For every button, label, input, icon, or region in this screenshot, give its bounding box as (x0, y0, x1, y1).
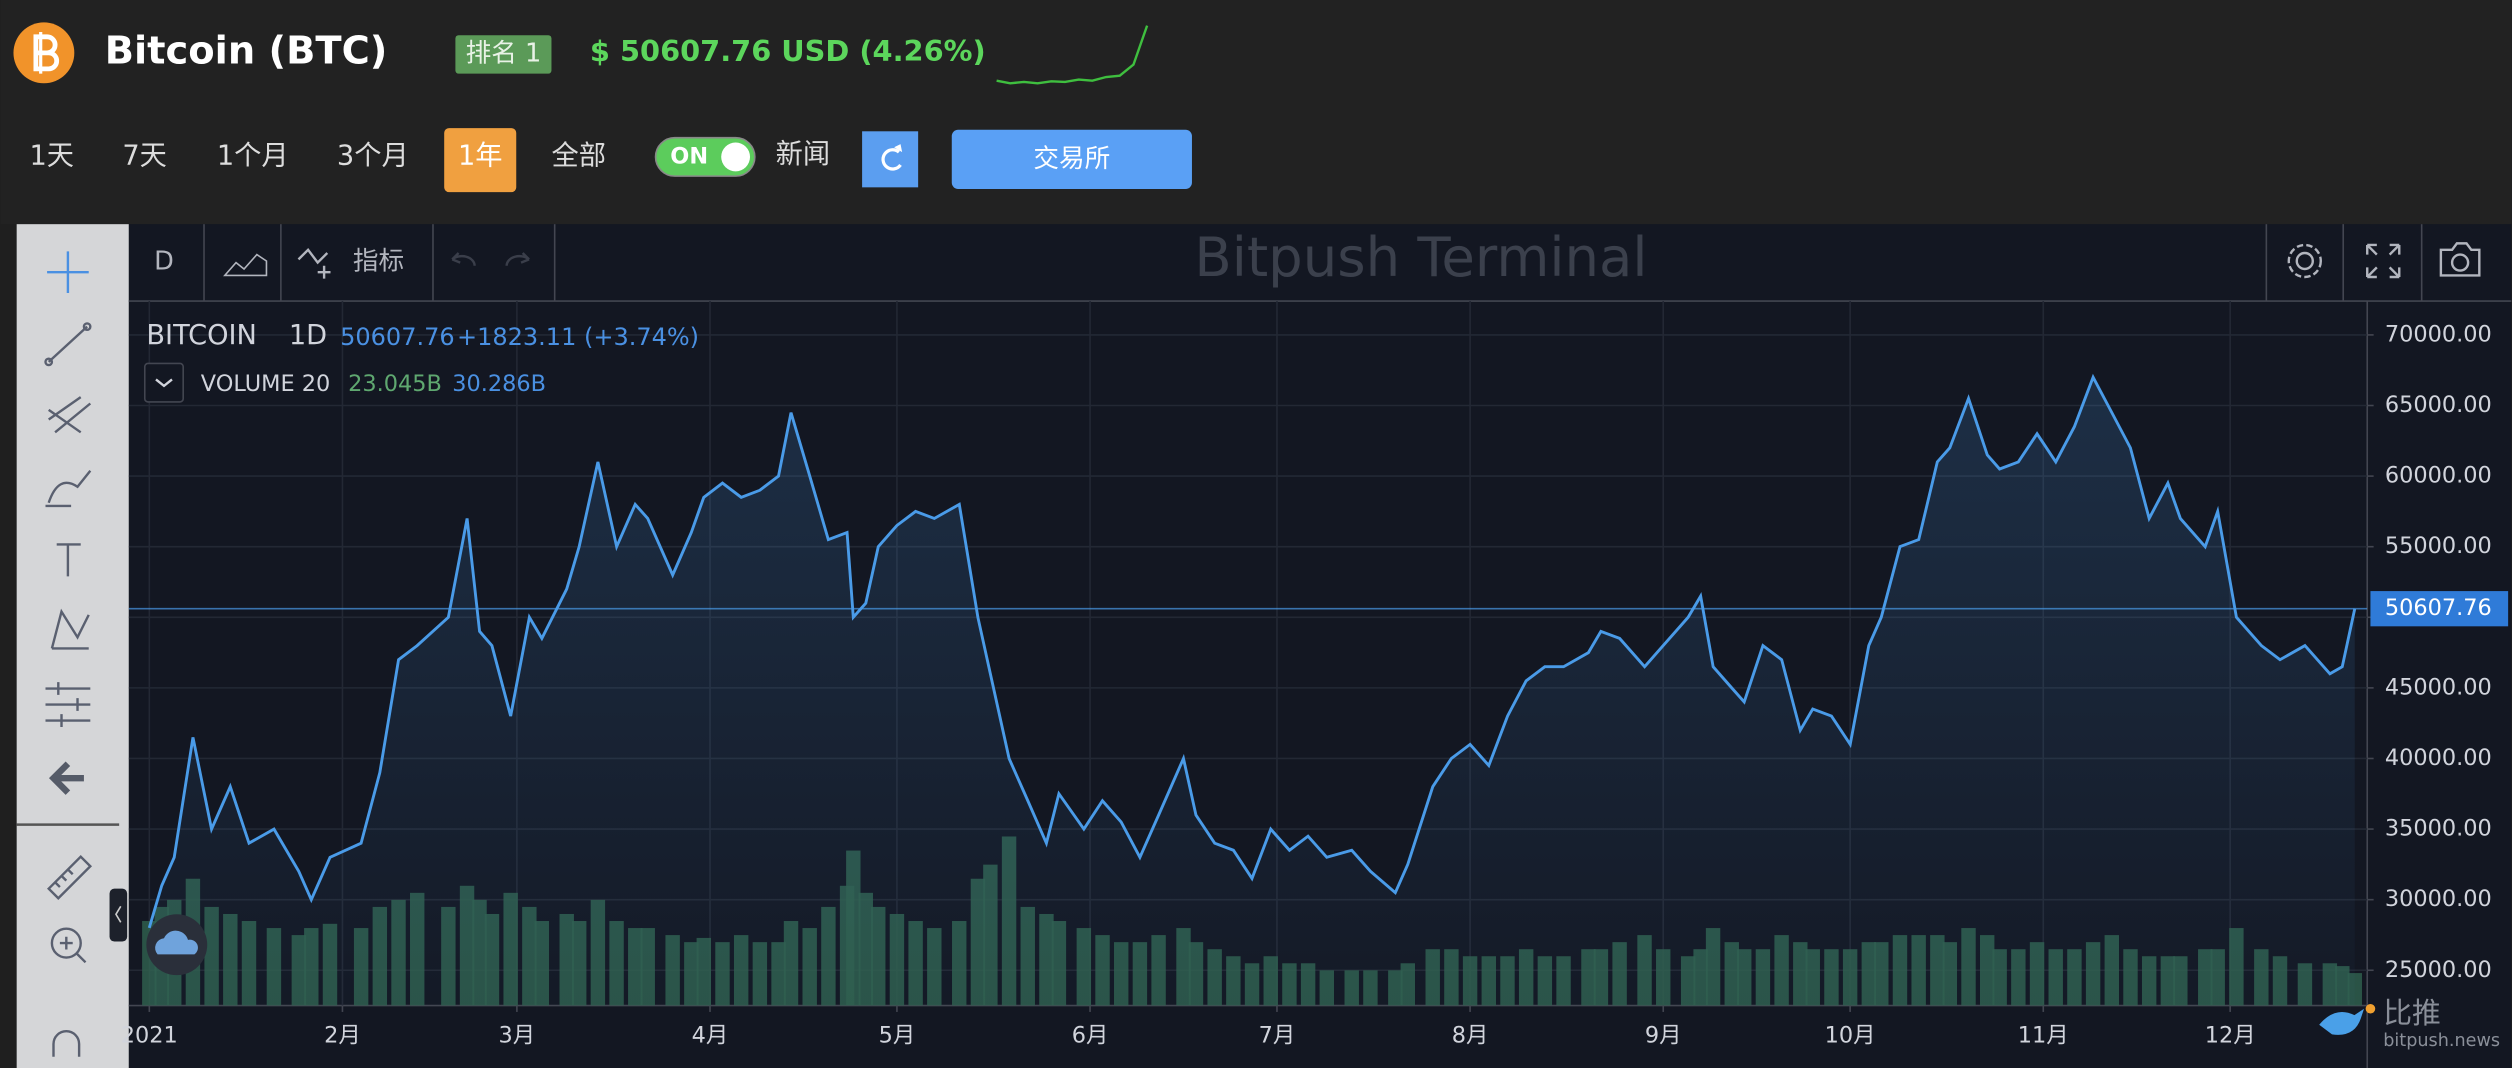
y-tick-label: 55000.00 (2385, 533, 2492, 559)
refresh-icon[interactable] (881, 148, 902, 171)
legend-symbol: BITCOIN (146, 320, 257, 351)
x-tick-label: 4月 (692, 1022, 729, 1048)
x-tick-label: 7月 (1259, 1022, 1296, 1048)
rank-text: 排名 1 (466, 38, 542, 68)
header-bg (0, 0, 2512, 225)
y-tick-label: 25000.00 (2385, 957, 2492, 983)
legend-volume: VOLUME 20 (201, 371, 330, 397)
cloud-icon (155, 930, 198, 955)
price-line (147, 373, 2357, 929)
refresh-button[interactable] (862, 131, 919, 188)
y-tick-label: 60000.00 (2385, 463, 2492, 489)
x-tick-label: 3月 (499, 1022, 536, 1048)
x-tick-label: 5月 (879, 1022, 916, 1048)
sparkline (996, 25, 1149, 85)
undo-redo[interactable] (451, 252, 530, 266)
range-button[interactable]: 7天 (122, 140, 167, 171)
fullscreen-icon[interactable] (2366, 243, 2401, 279)
y-tick-label: 45000.00 (2385, 674, 2492, 700)
toggle-text[interactable]: ON (670, 143, 708, 169)
y-tick-label: 30000.00 (2385, 886, 2492, 912)
bird-icon (2319, 1008, 2365, 1035)
legend-volume-last: 23.045B (348, 371, 442, 397)
legend-chevron (155, 378, 173, 388)
x-tick-label: 12月 (2205, 1022, 2256, 1048)
x-tick-label: 9月 (1645, 1022, 1682, 1048)
news-toggle[interactable]: ON (654, 136, 756, 177)
legend-volume-ma: 30.286B (452, 371, 546, 397)
settings-icon[interactable] (2295, 251, 2314, 271)
predict-tool[interactable] (45, 682, 91, 727)
back-tool[interactable] (48, 761, 84, 795)
camera-icon[interactable] (2439, 242, 2481, 277)
zoom-tool[interactable] (50, 927, 82, 959)
ruler-tool[interactable] (46, 854, 93, 900)
interval-button[interactable]: D (154, 247, 174, 277)
toolbar-right-icons[interactable] (2287, 242, 2481, 279)
left-toolbar (16, 224, 129, 1068)
text-tool[interactable] (56, 543, 81, 577)
refresh-arrow[interactable] (894, 144, 903, 153)
fib-tool[interactable] (48, 396, 92, 434)
range-active-bg[interactable] (444, 128, 517, 193)
x-tick-label: 2021 (121, 1022, 178, 1048)
last-price-badge (2370, 591, 2509, 627)
range-button[interactable]: 1个月 (217, 140, 289, 171)
settings-gear (2287, 243, 2322, 279)
range-button[interactable]: 全部 (551, 140, 605, 171)
camera-lens (2450, 253, 2470, 272)
price-text: $ 50607.76 USD (4.26%) (590, 34, 986, 68)
range-button[interactable]: 3个月 (337, 140, 409, 171)
exchange-text[interactable]: 交易所 (1033, 144, 1110, 174)
watermark: Bitpush Terminal (1194, 225, 1647, 289)
y-tick-label: 35000.00 (2385, 816, 2492, 842)
x-tick-label: 6月 (1072, 1022, 1109, 1048)
rank-badge (455, 35, 552, 74)
tool-dot (44, 357, 54, 367)
x-tick-label: 8月 (1452, 1022, 1489, 1048)
legend-last: 50607.76 (340, 323, 455, 351)
range-button[interactable]: 1天 (29, 140, 74, 171)
toggle-knob[interactable] (721, 142, 751, 172)
crosshair-tool[interactable] (47, 251, 89, 294)
collapse-tab[interactable] (109, 888, 128, 942)
pattern-tool[interactable] (50, 608, 90, 650)
x-tick-label: 10月 (1825, 1022, 1876, 1048)
y-tick-label: 40000.00 (2385, 745, 2492, 771)
legend-collapse[interactable] (143, 362, 184, 403)
legend-interval: 1D (289, 320, 327, 351)
price-area (149, 377, 2355, 1006)
zoom-plus (59, 936, 87, 964)
exchange-button[interactable] (951, 129, 1192, 189)
range-button[interactable]: 1年 (458, 140, 503, 171)
magnet-tool[interactable] (52, 1029, 81, 1057)
indicator-icon[interactable] (297, 247, 331, 279)
footer-url: bitpush.news (2383, 1031, 2500, 1051)
collapse-arrow (115, 905, 122, 923)
news-label: 新闻 (776, 139, 830, 170)
y-tick-label: 65000.00 (2385, 392, 2492, 418)
axes: 25000.00 30000.00 35000.00 40000.00 45000.00… (121, 321, 2509, 1048)
last-price-label: 50607.76 (2385, 595, 2492, 621)
tool-dot (82, 322, 92, 332)
coin-name: Bitcoin (BTC) (105, 28, 388, 73)
x-tick-label: 11月 (2018, 1022, 2069, 1048)
range-row: 1天 7天 1个月 3个月 1年 全部 (29, 128, 606, 193)
refresh-bg[interactable] (862, 131, 919, 188)
footer-brand: 比推 (2383, 996, 2441, 1030)
chart-style-icon[interactable] (223, 253, 268, 277)
toolbar-separators (203, 224, 2423, 302)
brush-tool[interactable] (45, 470, 92, 508)
plot (128, 301, 2368, 1006)
drawing-tools[interactable] (16, 251, 120, 1057)
x-tick-label: 2月 (324, 1022, 361, 1048)
y-tick-label: 70000.00 (2385, 321, 2492, 347)
coin-logo (13, 22, 75, 84)
bird-dot (2365, 1003, 2376, 1014)
indicator-button[interactable]: 指标 (353, 247, 404, 277)
legend-change: +1823.11 (+3.74%) (457, 323, 699, 351)
trendline-tool[interactable] (47, 325, 88, 363)
